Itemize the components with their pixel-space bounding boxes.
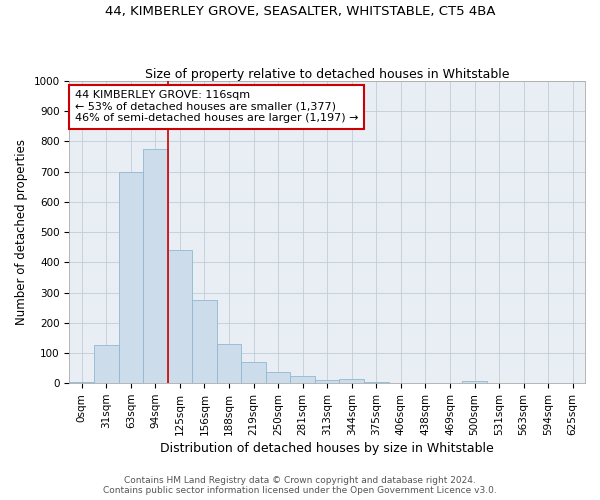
Bar xyxy=(462,381,487,383)
Bar xyxy=(290,376,315,383)
Bar xyxy=(167,250,192,383)
Bar xyxy=(192,300,217,383)
Text: Contains HM Land Registry data © Crown copyright and database right 2024.
Contai: Contains HM Land Registry data © Crown c… xyxy=(103,476,497,495)
Bar xyxy=(119,172,143,383)
Bar xyxy=(364,382,389,383)
Text: 44 KIMBERLEY GROVE: 116sqm
← 53% of detached houses are smaller (1,377)
46% of s: 44 KIMBERLEY GROVE: 116sqm ← 53% of deta… xyxy=(74,90,358,124)
Title: Size of property relative to detached houses in Whitstable: Size of property relative to detached ho… xyxy=(145,68,509,81)
Bar xyxy=(143,149,167,383)
Y-axis label: Number of detached properties: Number of detached properties xyxy=(15,139,28,325)
Bar xyxy=(266,372,290,383)
Bar xyxy=(70,382,94,383)
X-axis label: Distribution of detached houses by size in Whitstable: Distribution of detached houses by size … xyxy=(160,442,494,455)
Bar xyxy=(340,378,364,383)
Bar xyxy=(217,344,241,383)
Text: 44, KIMBERLEY GROVE, SEASALTER, WHITSTABLE, CT5 4BA: 44, KIMBERLEY GROVE, SEASALTER, WHITSTAB… xyxy=(105,5,495,18)
Bar xyxy=(315,380,340,383)
Bar xyxy=(241,362,266,383)
Bar xyxy=(94,346,119,383)
